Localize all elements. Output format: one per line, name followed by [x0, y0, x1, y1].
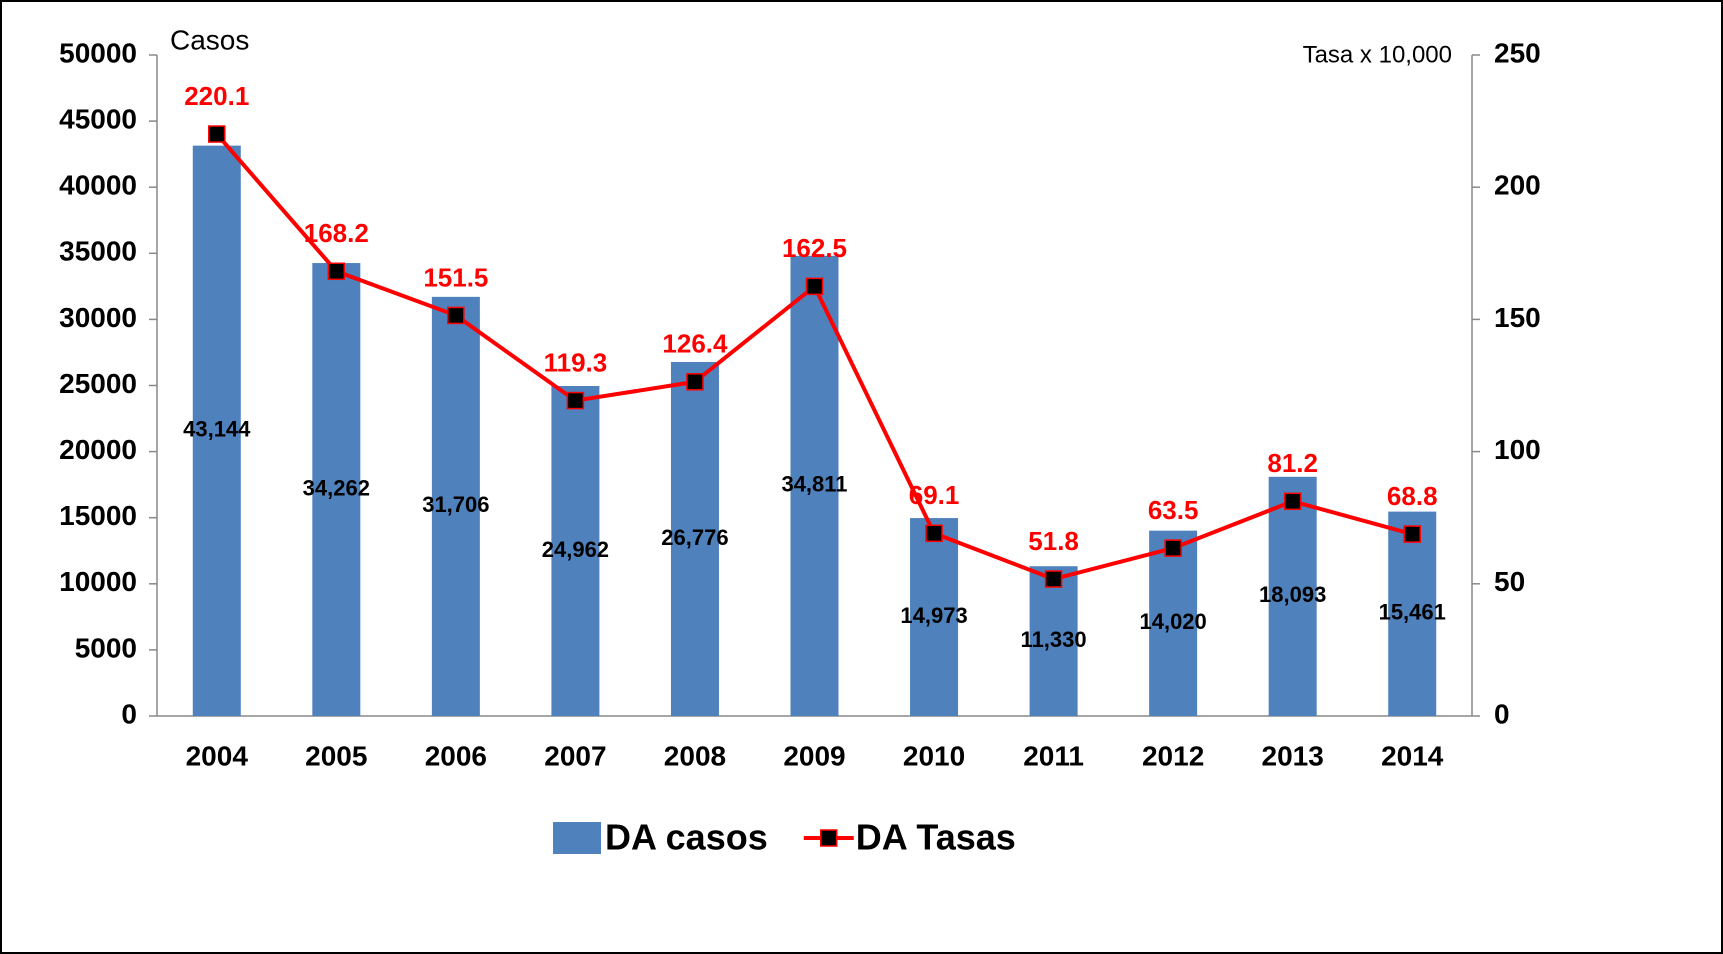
bar-label: 18,093: [1259, 582, 1326, 607]
y-tick-label: 15000: [59, 500, 137, 531]
x-tick-label: 2004: [186, 740, 249, 771]
y-tick-label: 45000: [59, 103, 137, 134]
marker: [686, 373, 704, 391]
y2-tick-label: 200: [1494, 170, 1541, 201]
y2-axis-label: Tasa x 10,000: [1303, 41, 1452, 68]
y-tick-label: 30000: [59, 302, 137, 333]
x-tick-label: 2014: [1381, 740, 1444, 771]
bar-label: 43,144: [183, 417, 251, 442]
line-label: 151.5: [423, 262, 488, 292]
bar: [1388, 511, 1437, 716]
marker: [208, 125, 226, 143]
bar: [551, 386, 600, 716]
y2-tick-label: 100: [1494, 434, 1541, 465]
marker: [1044, 570, 1063, 588]
y-tick-label: 0: [121, 698, 137, 729]
line-label: 119.3: [544, 347, 608, 377]
bar-label: 34,262: [303, 475, 370, 500]
bar-label: 14,020: [1139, 609, 1206, 634]
y2-tick-label: 150: [1494, 302, 1541, 333]
y-axis-label: Casos: [170, 24, 249, 55]
marker: [447, 306, 465, 325]
x-tick-label: 2012: [1142, 740, 1204, 771]
bar: [910, 518, 959, 716]
legend-swatch: [553, 822, 601, 854]
x-tick-label: 2009: [783, 740, 845, 771]
bar: [670, 362, 719, 716]
bar: [790, 255, 839, 716]
bar: [1029, 566, 1078, 716]
bar: [1268, 476, 1317, 716]
x-tick-label: 2013: [1262, 740, 1324, 771]
line-label: 162.5: [782, 233, 847, 263]
line-label: 63.5: [1148, 495, 1199, 525]
marker: [925, 524, 943, 543]
y2-tick-label: 250: [1494, 37, 1541, 68]
x-tick-label: 2010: [903, 740, 965, 771]
bar: [312, 263, 361, 716]
y2-tick-label: 0: [1494, 698, 1510, 729]
legend-label: DA casos: [605, 817, 768, 858]
marker: [1403, 525, 1421, 543]
y-tick-label: 25000: [59, 368, 137, 399]
marker: [327, 262, 346, 281]
y-tick-label: 50000: [59, 37, 137, 68]
x-tick-label: 2006: [425, 740, 487, 771]
line-label: 168.2: [304, 218, 369, 248]
line-label: 68.8: [1387, 481, 1438, 511]
y-tick-label: 5000: [75, 632, 137, 663]
bar: [431, 296, 480, 716]
legend-label: DA Tasas: [856, 817, 1016, 858]
bar-label: 26,776: [661, 525, 728, 550]
marker: [1283, 492, 1302, 511]
x-tick-label: 2007: [544, 740, 606, 771]
bar-label: 34,811: [781, 472, 847, 497]
y-tick-label: 20000: [59, 434, 137, 465]
y2-tick-label: 50: [1494, 566, 1525, 597]
y-tick-label: 35000: [59, 236, 137, 267]
marker: [805, 277, 824, 296]
legend-marker: [820, 829, 838, 847]
marker: [1164, 539, 1182, 557]
x-tick-label: 2011: [1023, 740, 1084, 771]
line-label: 51.8: [1028, 526, 1079, 556]
line-label: 69.1: [909, 480, 960, 510]
bar: [192, 145, 241, 716]
bar-label: 24,962: [542, 537, 609, 562]
bar-label: 14,973: [900, 603, 967, 628]
bar-label: 15,461: [1379, 600, 1446, 625]
line-label: 81.2: [1267, 448, 1318, 478]
line-label: 126.4: [662, 329, 728, 359]
y-tick-label: 40000: [59, 170, 137, 201]
bar-label: 31,706: [422, 492, 489, 517]
x-tick-label: 2008: [664, 740, 726, 771]
bar-label: 11,330: [1021, 627, 1087, 652]
bar: [1149, 530, 1198, 716]
line-label: 220.1: [184, 81, 249, 111]
marker: [566, 391, 585, 410]
x-tick-label: 2005: [305, 740, 367, 771]
y-tick-label: 10000: [59, 566, 137, 597]
